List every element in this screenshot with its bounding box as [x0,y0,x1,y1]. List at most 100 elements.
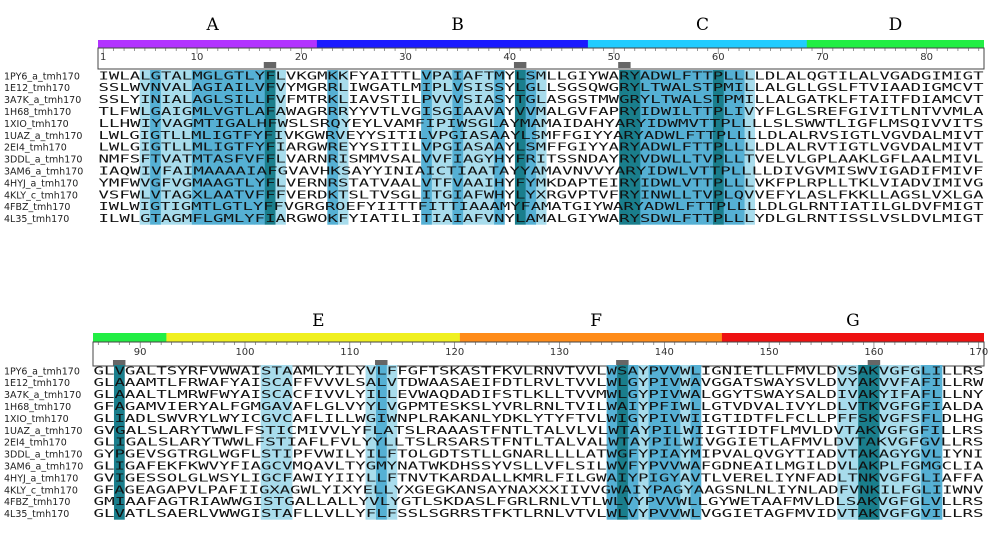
shade-light-column [139,70,151,225]
shade-mid-column [733,70,745,225]
ruler-tick-label: 60 [712,52,725,63]
shade-mid-column [150,70,161,225]
ruler-tick-label: 30 [399,52,412,63]
shade-mid-column [671,70,683,225]
shade-mid-column [627,365,639,520]
sequence-name: 4KLY_c_tmh170 [4,190,78,201]
conservation-marker [616,360,629,366]
shade-mid-column [606,365,618,520]
sequence-residues: ILWLGTAGMFLGMLYFIARGWOKFYIATILITIAIAFVNY… [99,213,985,225]
shade-mid-column [191,70,203,225]
sequence-residues: GFAGEAGAPVLPAFIIGXAGWLYIXYELLYXGEGKANSAY… [94,484,985,496]
shade-mid-column [202,70,213,225]
section-label: F [590,311,602,331]
sequence-residues: GLIADLSWVRYLWYICGVCAFLILLWGIWNPLRAKANLYD… [94,413,984,425]
ruler-tick-label: 100 [235,347,254,358]
ruler [92,341,985,367]
sequence-name: 1UAZ_a_tmh170 [4,131,82,142]
shade-mid-column [681,70,693,225]
ruler-tick-label: 110 [340,347,359,358]
sequence-residues: GYPGEVSGTRGLWGFLSTIPFVWILYILFTOLGDTSTLLG… [94,449,984,461]
section-label: G [846,311,860,331]
alignment-block: A B C D 1 10 20 30 40 50 60 70 80 1PY6_a_tmh170 IWLALG… [4,15,985,225]
shade-mid-column [669,365,681,520]
ruler-tick-label: 90 [134,347,147,358]
ruler-tick-label: 130 [550,347,569,358]
shade-light-column [181,70,193,225]
sequence-residues: LWLGIGTLLMLIGTFYFIARGWREYYSITILVPGIASAAY… [99,142,985,154]
sequence-name: 3DDL_a_tmh170 [4,155,82,166]
shade-mid-column [702,70,714,225]
shade-mid-column [692,70,703,225]
shade-dark-column [619,70,630,225]
alignment-block: E F G 90 100 110 120 130 140 150 160 170 1PY6_a_tmh1… [4,311,988,520]
sequence-residues: GLAAAMTLFRWAFYAISCAFFVVVLSALVTDWAASAEIFD… [94,377,985,389]
ruler-tick-label: 1 [100,52,106,63]
sequence-residues: IWLWIGTIGMTLGTLYFFVGRGROEFYIITTFITTIAAAM… [99,201,985,213]
section-bar [98,40,328,48]
ruler-tick-label: 160 [864,347,883,358]
ruler-tick-label: 70 [816,52,829,63]
sequence-name: 4HYJ_a_tmh170 [4,178,78,189]
shade-light-column [365,365,377,520]
shade-mid-column [233,70,245,225]
sequence-residues: LWLGIGTLLMLIGTFYFIVKGWRVEYYSITILVPGIASAA… [99,130,985,142]
shade-dark-column [113,365,125,520]
shade-light-column [260,365,272,520]
conservation-marker [867,360,881,366]
shade-mid-column [659,365,670,520]
sequence-name: 1UAZ_a_tmh170 [4,426,82,437]
sequence-name: 3DDL_a_tmh170 [4,450,82,461]
ruler [97,47,985,70]
ruler-tick-label: 40 [503,52,516,63]
shade-dark-column [858,365,869,520]
sequence-name: 1H68_tmh170 [4,107,71,118]
sequence-residues: IAQWIVFAIMAAAAIAFGVAVHKSAYYINIAICTIAATAY… [99,166,984,178]
conservation-marker [513,62,527,68]
shade-mid-column [921,365,932,520]
shade-mid-column [212,70,224,225]
sequence-name: 4HYJ_a_tmh170 [4,473,78,484]
shade-light-column [431,70,443,225]
shade-mid-column [931,365,943,520]
conservation-marker [263,62,277,68]
sequence-residues: GLIGALSLARYTWWLFSTIAFLFVLYYLLTSLRSARSTFN… [94,437,984,449]
sequence-name: 4L35_tmh170 [4,509,69,520]
section-bar [587,40,818,48]
section-bar [806,40,984,48]
sequence-name: 4FBZ_tmh170 [4,497,70,508]
shade-dark-column [712,70,724,225]
shade-mid-column [223,70,234,225]
sequence-residues: GLVGALTSYRFVWWAISTAAMLYILYVLFFGFTSKASTFK… [94,365,984,377]
shade-mid-column [376,365,387,520]
shade-dark-column [514,70,526,225]
sequence-residues: LLHWIYVAGMTIGALHFWSLSRQYEYLVAMFIPIWSGLAY… [99,118,984,130]
sequence-residues: GLAAALTLMRWFWYAISCACFIVVLYILLEVWAQDADIFS… [94,389,985,401]
conservation-marker [112,360,126,366]
section-label: D [889,15,903,35]
ruler-tick-label: 150 [760,347,779,358]
shade-light-column [680,365,691,520]
shade-dark-column [868,365,880,520]
section-label: E [312,311,324,331]
conservation-shading [139,70,755,225]
sequence-name: 1H68_tmh170 [4,402,71,413]
shade-light-column [900,365,911,520]
ruler-tick-label: 140 [655,347,674,358]
shade-dark-column [264,70,276,225]
shade-light-column [271,365,282,520]
shade-mid-column [660,70,672,225]
shade-light-column [535,70,547,225]
shade-light-column [638,365,649,520]
section-bar [721,333,984,342]
section-bar [459,333,733,342]
shade-mid-column [525,70,537,225]
sequence-name: 1PY6_a_tmh170 [4,366,80,377]
shade-light-column [473,70,484,225]
shade-dark-column [617,365,628,520]
sequence-residues: GFAGAMVIERYALFGMGAVAFLGLVYYLVGPMTESKSLYV… [94,401,985,413]
shade-light-column [910,365,922,520]
sequence-name: 1E12_tmh170 [4,83,70,94]
shade-light-column [462,70,474,225]
